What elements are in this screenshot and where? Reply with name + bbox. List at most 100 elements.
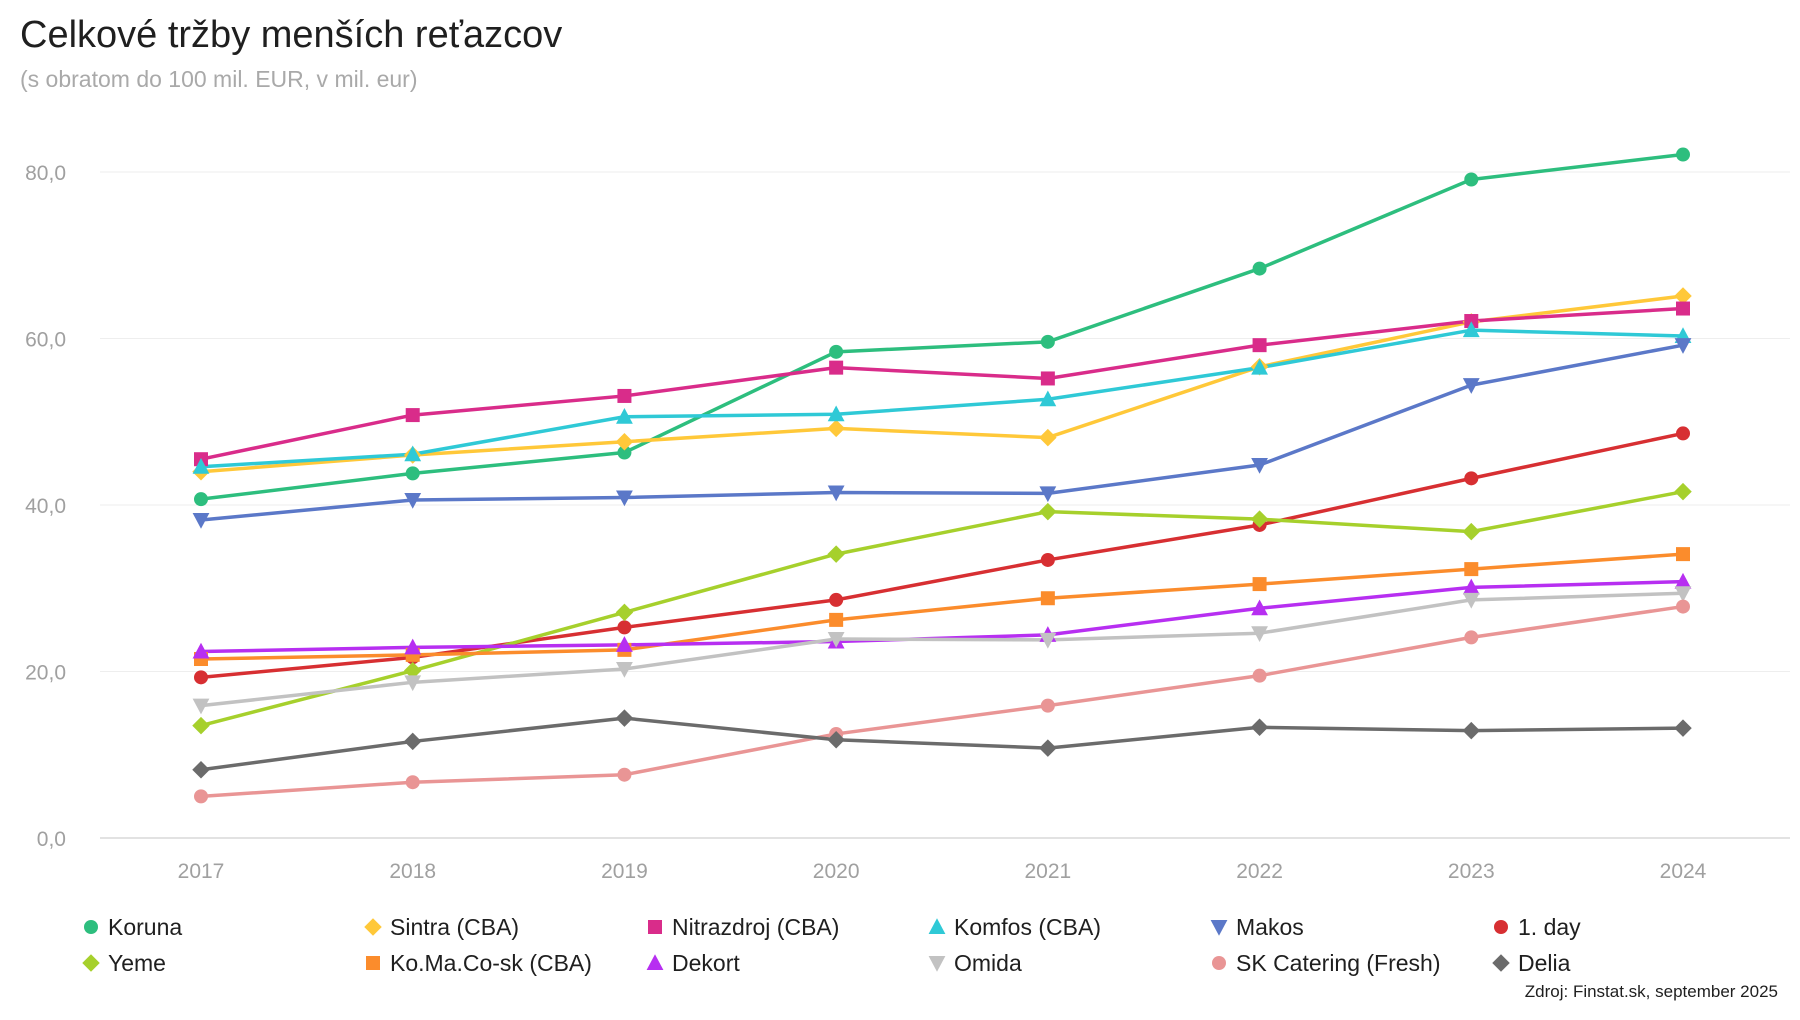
legend-item[interactable]: Delia — [1490, 948, 1720, 978]
data-point — [616, 490, 633, 507]
legend-label: Omida — [954, 949, 1022, 976]
data-point — [1250, 718, 1269, 737]
legend-item[interactable]: SK Catering (Fresh) — [1208, 948, 1490, 978]
data-point — [192, 698, 210, 715]
data-point — [1674, 586, 1692, 602]
triangle-marker-icon — [928, 918, 946, 934]
circle-marker-icon — [1494, 920, 1508, 934]
data-point — [1039, 502, 1057, 521]
circle-marker-icon — [1212, 956, 1226, 970]
data-point — [1464, 630, 1479, 645]
x-tick-label: 2021 — [1024, 860, 1071, 883]
data-point — [1462, 578, 1480, 595]
data-point — [192, 457, 210, 474]
data-point — [1462, 592, 1480, 609]
data-point — [192, 760, 210, 779]
data-point — [1251, 458, 1268, 474]
data-point — [1251, 626, 1268, 642]
legend-label: Koruna — [108, 913, 183, 940]
y-axis-ticks: 0,0 20,0 40,0 60,0 80,0 — [25, 162, 66, 851]
data-point — [194, 492, 208, 507]
data-point — [1674, 572, 1692, 589]
y-tick-label: 60,0 — [25, 329, 66, 352]
legend-item[interactable]: Ko.Ma.Co-sk (CBA) — [362, 948, 644, 978]
data-point — [192, 512, 210, 529]
legend-item[interactable]: Nitrazdroj (CBA) — [644, 912, 926, 942]
legend-item[interactable]: Yeme — [80, 948, 362, 978]
data-point — [1040, 552, 1055, 567]
y-tick-label: 0,0 — [37, 828, 66, 851]
data-point — [1674, 719, 1692, 737]
data-point — [404, 445, 422, 462]
legend-item[interactable]: 1. day — [1490, 912, 1720, 942]
circle-marker-icon — [84, 920, 98, 934]
y-tick-label: 40,0 — [25, 495, 66, 518]
legend-item[interactable]: Makos — [1208, 912, 1490, 942]
series-line — [200, 604, 1684, 799]
x-tick-label: 2019 — [601, 860, 648, 883]
data-point — [1251, 358, 1268, 375]
data-point — [827, 731, 845, 749]
data-point — [1676, 301, 1690, 316]
legend-label: Ko.Ma.Co-sk (CBA) — [390, 949, 592, 976]
y-tick-label: 20,0 — [25, 662, 66, 685]
data-point — [827, 545, 845, 563]
data-point — [829, 612, 844, 627]
data-point — [1040, 371, 1055, 386]
series-line — [200, 152, 1684, 501]
data-point — [1039, 390, 1057, 407]
square-marker-icon — [648, 920, 662, 934]
legend-item[interactable]: Sintra (CBA) — [362, 912, 644, 942]
data-point — [1251, 599, 1268, 616]
legend-item[interactable]: Koruna — [80, 912, 362, 942]
data-point — [1040, 591, 1055, 606]
series-lines — [200, 152, 1684, 799]
legend-item[interactable]: Komfos (CBA) — [926, 912, 1208, 942]
line-chart: 0,0 20,0 40,0 60,0 80,0 2017 2018 2019 2020 2021… — [25, 147, 1790, 883]
data-point — [1040, 698, 1055, 713]
series-line — [200, 328, 1684, 469]
data-point — [1676, 547, 1690, 562]
series-line — [200, 294, 1684, 474]
legend-label: Sintra (CBA) — [390, 913, 520, 940]
data-point — [827, 419, 845, 438]
legend-label: Makos — [1236, 913, 1304, 940]
data-point — [404, 638, 422, 655]
legend-label: Dekort — [672, 949, 740, 976]
data-point — [829, 360, 844, 375]
legend-label: SK Catering (Fresh) — [1236, 949, 1441, 976]
series-line — [200, 306, 1684, 461]
x-tick-label: 2017 — [178, 860, 225, 883]
data-point — [405, 466, 420, 481]
data-point — [194, 670, 208, 685]
diamond-marker-icon — [82, 954, 100, 972]
data-point — [827, 485, 845, 502]
x-tick-label: 2020 — [813, 860, 860, 883]
data-point — [1676, 599, 1690, 614]
data-point — [615, 709, 634, 727]
data-point — [1464, 314, 1479, 329]
diamond-marker-icon — [364, 918, 382, 936]
data-point — [1464, 562, 1479, 577]
data-point — [1462, 378, 1480, 394]
x-tick-label: 2024 — [1660, 860, 1707, 883]
data-point — [1252, 577, 1267, 592]
data-point — [616, 662, 633, 678]
data-point — [1464, 471, 1479, 486]
data-point — [827, 632, 845, 648]
legend-item[interactable]: Omida — [926, 948, 1208, 978]
x-tick-label: 2023 — [1448, 860, 1495, 883]
legend-item[interactable]: Dekort — [644, 948, 926, 978]
data-point — [1462, 321, 1480, 338]
data-point — [1252, 338, 1267, 353]
data-point — [1040, 334, 1055, 349]
data-point — [403, 661, 422, 680]
series-line — [200, 591, 1684, 708]
data-point — [616, 408, 633, 424]
data-point — [403, 732, 422, 751]
chart-legend: Koruna Sintra (CBA) Nitrazdroj (CBA) Komfos… — [80, 912, 1720, 978]
legend-label: Nitrazdroj (CBA) — [672, 913, 840, 940]
chart-title: Celkové tržby menších reťazcov — [20, 14, 563, 56]
data-point — [617, 620, 632, 635]
data-point — [1039, 428, 1057, 447]
